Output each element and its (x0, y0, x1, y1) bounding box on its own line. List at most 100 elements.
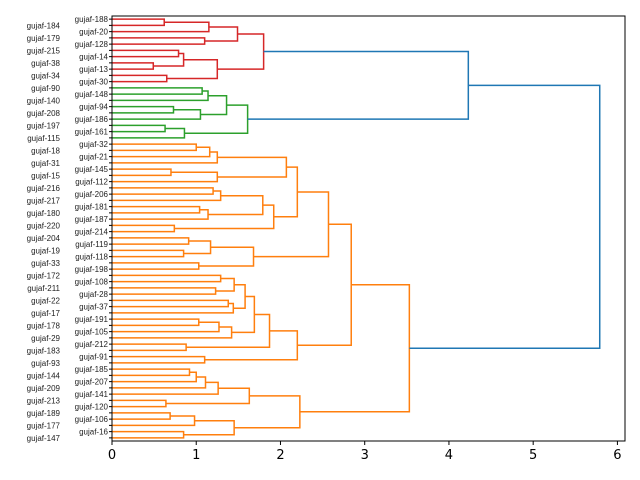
leaf-label: gujaf-94 (79, 103, 108, 112)
leaf-label: gujaf-16 (79, 428, 108, 437)
dendrogram-link (112, 399, 167, 408)
dendrogram-link (112, 249, 185, 258)
dendrogram-link (112, 87, 203, 95)
x-tick-label: 6 (613, 448, 621, 463)
leaf-label: gujaf-206 (75, 190, 109, 199)
leaf-label: gujaf-216 (27, 184, 61, 193)
dendrogram-link (112, 355, 206, 364)
dendrogram-link (217, 156, 288, 178)
leaf-label: gujaf-93 (31, 359, 60, 368)
x-tick-label: 3 (361, 448, 369, 463)
leaf-label: gujaf-38 (31, 59, 60, 68)
leaf-label: gujaf-37 (79, 303, 108, 312)
dendrogram-link (112, 343, 187, 352)
leaf-label: gujaf-217 (27, 196, 61, 205)
dendrogram-link (112, 430, 185, 439)
dendrogram-link (112, 299, 229, 308)
dendrogram-link (299, 284, 411, 413)
leaf-label: gujaf-178 (27, 321, 61, 330)
leaf-label: gujaf-90 (31, 84, 60, 93)
dendrogram-link (186, 313, 271, 348)
leaf-label: gujaf-105 (75, 328, 109, 337)
dendrogram-link (112, 318, 200, 327)
dendrogram-link (204, 330, 299, 361)
dendrogram-link (112, 326, 233, 339)
leaf-label: gujaf-28 (79, 290, 108, 299)
dendrogram-link (112, 376, 207, 389)
leaf-label: gujaf-188 (75, 15, 109, 24)
leaf-label: gujaf-128 (75, 40, 109, 49)
leaf-label: gujaf-22 (31, 296, 60, 305)
leaf-label: gujaf-161 (75, 128, 109, 137)
dendrogram-link (112, 368, 191, 377)
dendrogram-link (112, 224, 176, 233)
leaf-label: gujaf-208 (27, 109, 61, 118)
dendrogram-link (112, 274, 222, 283)
dendrogram-link (112, 37, 206, 45)
x-tick-label: 4 (445, 448, 453, 463)
dendrogram-link (166, 59, 219, 80)
leaf-label: gujaf-214 (75, 228, 109, 237)
leaf-label: gujaf-115 (27, 134, 60, 143)
leaf-label: gujaf-215 (27, 46, 61, 55)
leaf-label: gujaf-186 (75, 115, 109, 124)
leaf-label: gujaf-148 (75, 90, 109, 99)
leaf-label: gujaf-213 (27, 396, 61, 405)
leaf-label: gujaf-29 (31, 334, 60, 343)
dendrogram-link (112, 171, 219, 183)
dendrogram-link (112, 90, 209, 102)
dendrogram-link (112, 190, 222, 202)
leaf-label: gujaf-14 (79, 53, 108, 62)
dendrogram-link (297, 223, 352, 347)
leaf-label: gujaf-17 (31, 309, 60, 318)
leaf-label: gujaf-145 (75, 165, 109, 174)
leaf-label: gujaf-189 (27, 409, 61, 418)
leaf-label: gujaf-120 (75, 403, 109, 412)
dendrogram-link (208, 194, 264, 216)
x-tick-label: 2 (276, 448, 284, 463)
dendrogram-link (247, 50, 470, 120)
leaf-label: gujaf-112 (75, 178, 108, 187)
dendrogram-link (183, 419, 235, 436)
x-tick-label: 5 (529, 448, 537, 463)
leaf-label: gujaf-140 (27, 96, 61, 105)
dendrogram-link (112, 74, 168, 83)
leaf-label: gujaf-147 (27, 434, 61, 443)
dendrogram-link (112, 209, 209, 220)
leaf-label: gujaf-30 (79, 78, 108, 87)
dendrogram-link (234, 395, 301, 429)
leaf-label: gujaf-198 (75, 265, 109, 274)
dendrogram-link (112, 237, 190, 245)
leaf-label: gujaf-141 (75, 390, 109, 399)
leaf-label: gujaf-118 (75, 253, 108, 262)
dendrogram-link (112, 168, 172, 177)
leaf-label: gujaf-184 (27, 21, 61, 30)
dendrogram-link (174, 204, 275, 230)
leaf-label: gujaf-172 (27, 271, 61, 280)
dendrogram-link (112, 262, 200, 270)
dendrogram-link (217, 33, 265, 70)
leaf-label: gujaf-21 (79, 153, 108, 162)
dendrogram-link (112, 412, 171, 420)
dendrogram-link (112, 105, 175, 114)
leaf-labels: gujaf-188 gujaf-184 gujaf-20 gujaf-179 gujaf… (27, 15, 112, 443)
dendrogram-link (165, 387, 251, 405)
dendrogram-link (112, 287, 217, 295)
dendrogram-link (112, 109, 202, 120)
leaf-label: gujaf-177 (27, 421, 61, 430)
dendrogram-link (233, 284, 246, 309)
leaf-label: gujaf-19 (31, 246, 60, 255)
leaf-label: gujaf-179 (27, 34, 61, 43)
dendrogram-link (112, 49, 180, 58)
dendrogram-link (112, 143, 197, 152)
dendrogram-link (112, 18, 165, 27)
leaf-label: gujaf-197 (27, 121, 61, 130)
leaf-label: gujaf-207 (75, 378, 109, 387)
leaf-label: gujaf-185 (75, 365, 109, 374)
leaf-label: gujaf-211 (27, 284, 60, 293)
dendrogram-link (253, 191, 330, 258)
x-axis-ticks: 0 1 2 3 4 5 6 (108, 441, 622, 463)
dendrogram-link (409, 84, 601, 350)
leaf-label: gujaf-183 (27, 346, 61, 355)
leaf-label: gujaf-34 (31, 71, 60, 80)
